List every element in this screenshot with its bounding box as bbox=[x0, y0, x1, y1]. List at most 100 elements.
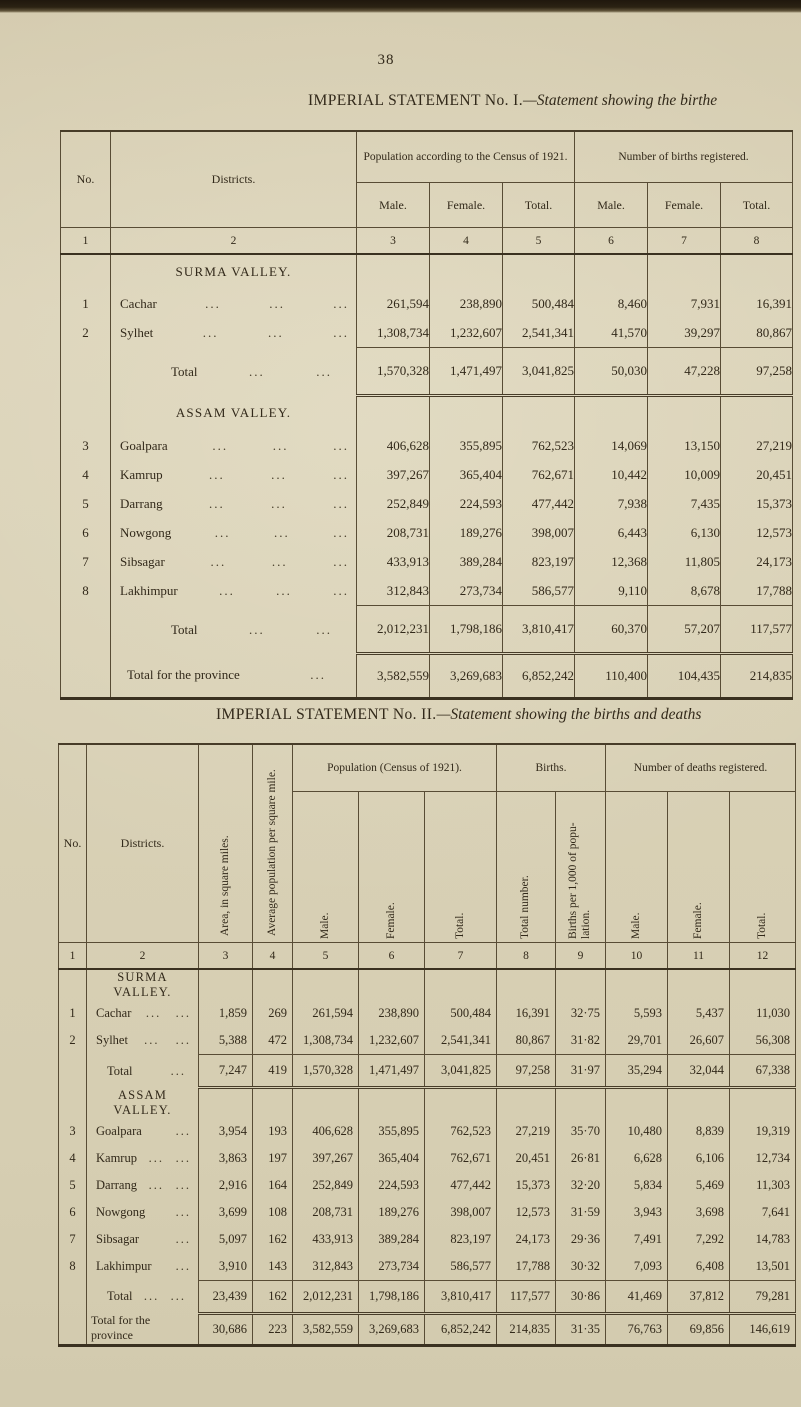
value-cell: 238,890 bbox=[429, 289, 503, 318]
leader-dots: ... bbox=[333, 324, 349, 340]
value-cell: 56,308 bbox=[729, 1027, 796, 1055]
empty-cell bbox=[358, 1087, 425, 1118]
col-header-pop-male: Male. bbox=[356, 182, 430, 228]
empty-cell bbox=[198, 1087, 253, 1118]
value-cell: 586,577 bbox=[501, 576, 575, 606]
value-cell: 19,319 bbox=[729, 1117, 796, 1145]
col-header-births-total: Total. bbox=[720, 182, 793, 228]
section-heading: SURMA VALLEY. bbox=[110, 254, 357, 289]
column-number: 4 bbox=[429, 227, 503, 255]
empty-cell bbox=[252, 969, 293, 1000]
value-cell: 762,671 bbox=[423, 1144, 497, 1172]
value-cell: 312,843 bbox=[356, 576, 430, 606]
section-total-row: Total...... 2,012,231 1,798,186 3,810,417 60… bbox=[61, 605, 793, 655]
no-cell: 4 bbox=[69, 1150, 76, 1165]
value-cell: 12,573 bbox=[720, 518, 793, 547]
empty-cell bbox=[574, 254, 648, 289]
district-label: Sibsagar bbox=[96, 1231, 140, 1246]
value-cell: 1,232,607 bbox=[358, 1027, 425, 1055]
value-cell: 397,267 bbox=[292, 1144, 359, 1172]
empty-cell bbox=[292, 1087, 359, 1118]
no-cell bbox=[59, 969, 87, 1000]
leader-dots: ... bbox=[333, 466, 349, 482]
value-cell: 24,173 bbox=[720, 547, 793, 576]
value-cell: 3,698 bbox=[667, 1198, 730, 1226]
value-cell: 8,839 bbox=[667, 1117, 730, 1145]
no-cell bbox=[59, 1055, 87, 1088]
leader-dots: ... bbox=[271, 495, 287, 511]
district-cell-content: Nowgong... bbox=[88, 1205, 199, 1220]
value-cell: 193 bbox=[252, 1117, 293, 1145]
value-cell: 1,471,497 bbox=[358, 1054, 425, 1089]
district-label: Lakhimpur bbox=[96, 1258, 152, 1273]
column-number: 8 bbox=[720, 227, 793, 255]
leader-dots: ... bbox=[269, 295, 285, 311]
column-number: 12 bbox=[729, 942, 796, 970]
value-cell: 26·81 bbox=[555, 1144, 606, 1172]
section-total-row: Total...... 1,570,328 1,471,497 3,041,825 50… bbox=[61, 347, 793, 397]
table-row: 2 Sylhet...... 5,388 472 1,308,734 1,232,607 2… bbox=[59, 1027, 796, 1055]
value-cell: 477,442 bbox=[423, 1171, 497, 1199]
district-label: Kamrup bbox=[96, 1150, 137, 1165]
no-cell bbox=[61, 348, 111, 396]
empty-cell bbox=[423, 969, 497, 1000]
value-cell: 24,173 bbox=[496, 1225, 556, 1253]
district-cell-content: Kamrup......... bbox=[112, 466, 357, 483]
no-cell: 5 bbox=[82, 495, 89, 511]
col-header-deaths-male: Male. bbox=[605, 791, 668, 943]
district-label: Total for the province bbox=[127, 667, 240, 683]
district-label: Lakhimpur bbox=[120, 582, 178, 598]
value-cell: 47,228 bbox=[647, 347, 721, 397]
table-row: 1 Cachar......... 261,594 238,890 500,484 8,4… bbox=[61, 289, 793, 318]
district-cell-content: Cachar...... bbox=[88, 1006, 199, 1021]
value-cell: 7,938 bbox=[574, 489, 648, 518]
value-cell: 30·86 bbox=[555, 1279, 606, 1315]
empty-cell bbox=[555, 969, 606, 1000]
empty-cell bbox=[429, 395, 503, 431]
no-cell bbox=[59, 1280, 87, 1313]
district-cell: Cachar...... bbox=[86, 1000, 199, 1027]
section-heading-row: SURMA VALLEY. bbox=[61, 254, 793, 289]
value-cell: 12,734 bbox=[729, 1144, 796, 1172]
value-cell: 13,150 bbox=[647, 431, 721, 460]
statement2-title-roman: IMPERIAL STATEMENT No. II. bbox=[216, 706, 437, 723]
empty-cell bbox=[496, 969, 556, 1000]
value-cell: 7,435 bbox=[647, 489, 721, 518]
value-cell: 6,408 bbox=[667, 1252, 730, 1280]
district-cell-content: Sibsagar... bbox=[88, 1231, 199, 1247]
value-cell: 30·32 bbox=[555, 1252, 606, 1280]
value-cell: 1,798,186 bbox=[358, 1279, 425, 1315]
value-cell: 41,469 bbox=[605, 1279, 668, 1315]
statement1-title-roman: IMPERIAL STATEMENT No. I. bbox=[308, 92, 523, 109]
value-cell: 2,541,341 bbox=[423, 1027, 497, 1055]
total-label-cell: Total... bbox=[86, 1054, 199, 1088]
district-cell: Goalpara......... bbox=[110, 431, 357, 460]
value-cell: 31·97 bbox=[555, 1054, 606, 1089]
col-header-pop-female: Female. bbox=[358, 791, 425, 943]
col-header-pop-total: Total. bbox=[501, 182, 575, 228]
statement2-title-italic: —Statement showing the births and deaths bbox=[436, 706, 702, 723]
value-cell: 5,097 bbox=[198, 1225, 253, 1253]
leader-dots: ... bbox=[219, 582, 235, 598]
district-label: Total bbox=[107, 1063, 133, 1078]
table-row: 1 Cachar...... 1,859 269 261,594 238,890 500,4… bbox=[59, 1000, 796, 1027]
value-cell: 10,009 bbox=[647, 460, 721, 489]
statement1-table: No. Districts. Population according to t… bbox=[60, 130, 794, 700]
leader-dots: ... bbox=[212, 437, 229, 453]
value-cell: 762,671 bbox=[501, 460, 575, 489]
value-cell: 389,284 bbox=[429, 547, 503, 576]
province-total-row: Total for the province 30,686 223 3,582,559… bbox=[59, 1312, 796, 1345]
value-cell: 7,292 bbox=[667, 1225, 730, 1253]
district-label: Goalpara bbox=[96, 1123, 142, 1138]
empty-cell bbox=[198, 969, 253, 1000]
births-group-header: Births. bbox=[496, 744, 606, 792]
table-row: 4 Kamrup......... 397,267 365,404 762,671 10,… bbox=[61, 460, 793, 489]
district-cell: Darrang......... bbox=[110, 489, 357, 518]
value-cell: 3,699 bbox=[198, 1198, 253, 1226]
province-total-label-cell: Total for the province... bbox=[110, 653, 357, 699]
value-cell: 80,867 bbox=[496, 1027, 556, 1055]
column-number: 6 bbox=[358, 942, 425, 970]
column-number: 5 bbox=[292, 942, 359, 970]
district-cell: Lakhimpur... bbox=[86, 1252, 199, 1280]
